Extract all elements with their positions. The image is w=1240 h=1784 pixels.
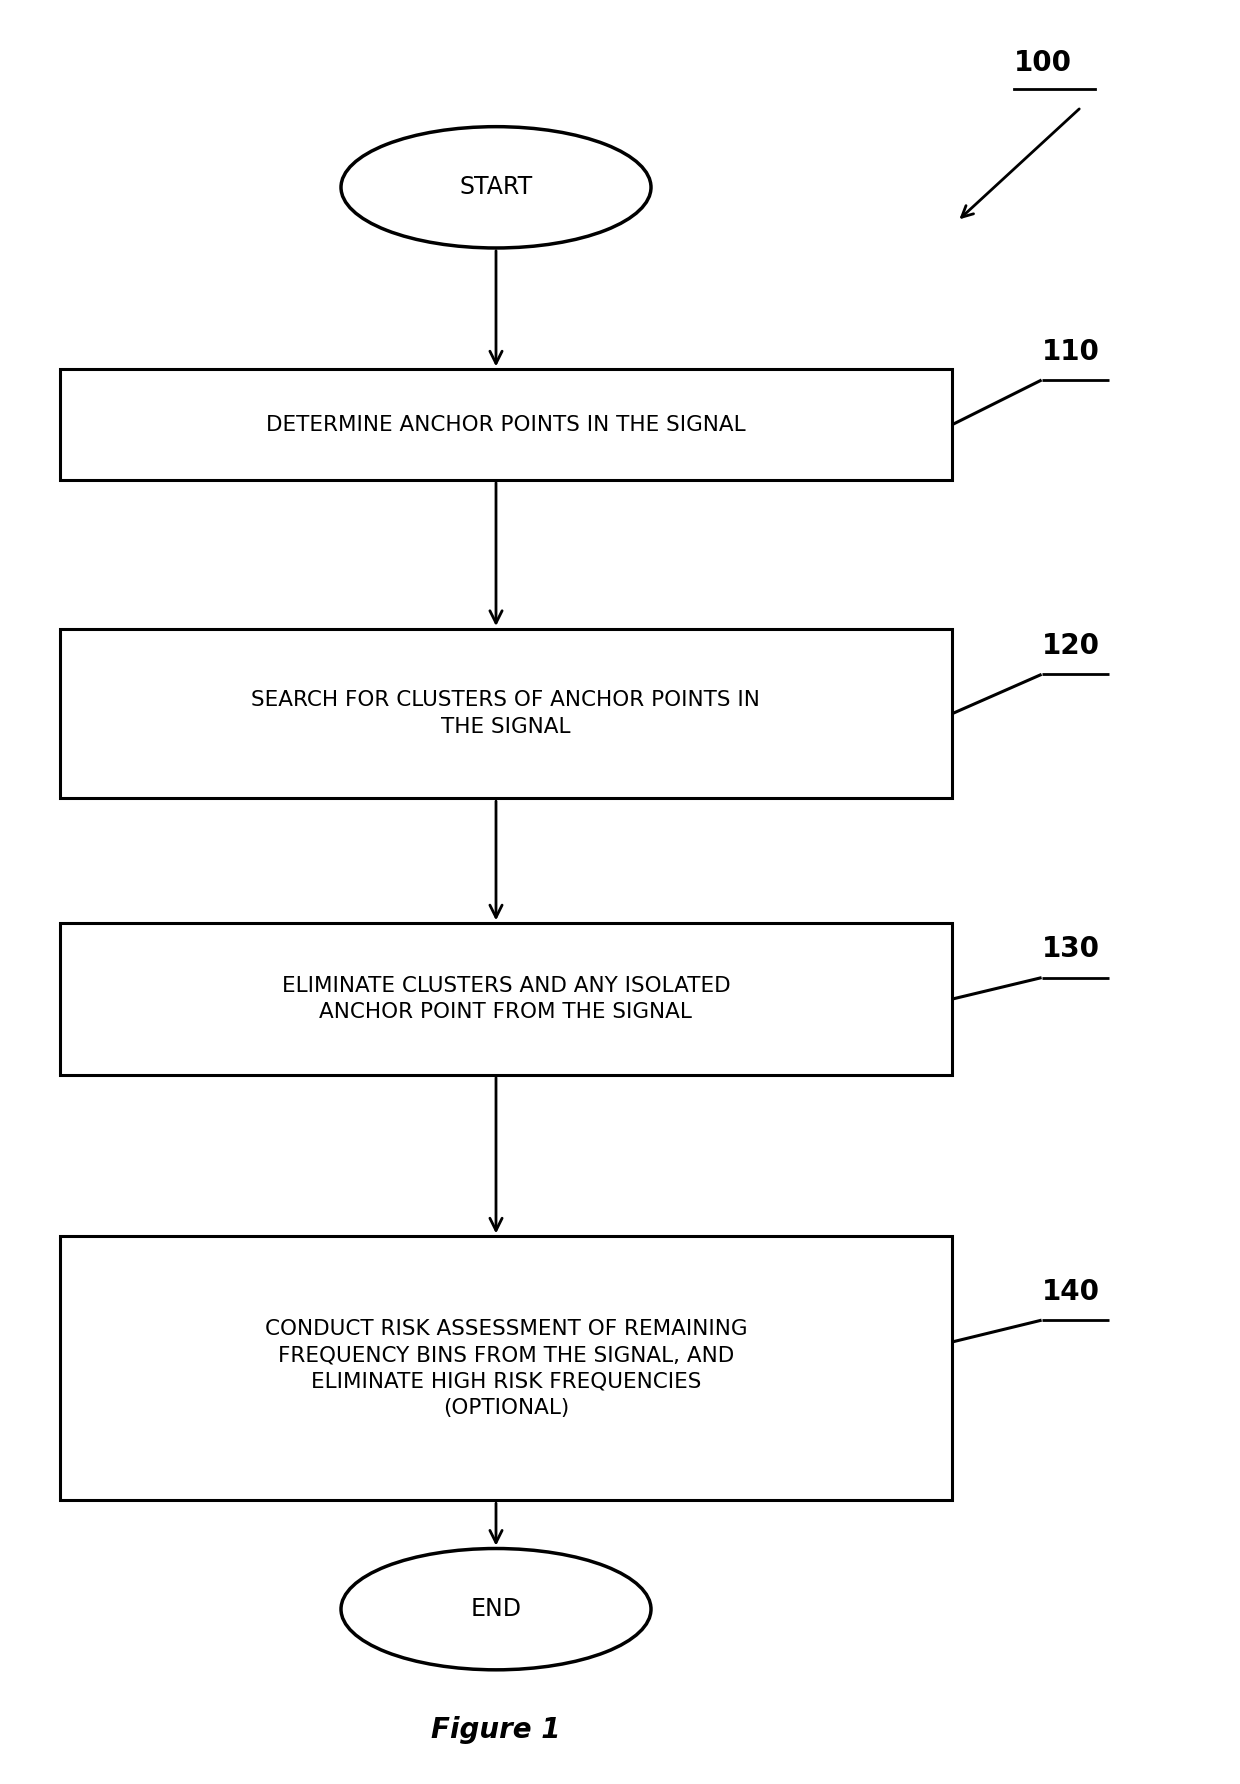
Bar [60,630,952,799]
Bar [60,1236,952,1500]
Text: 130: 130 [1042,935,1100,963]
Text: SEARCH FOR CLUSTERS OF ANCHOR POINTS IN
THE SIGNAL: SEARCH FOR CLUSTERS OF ANCHOR POINTS IN … [252,690,760,737]
Text: 110: 110 [1042,337,1100,366]
Text: CONDUCT RISK ASSESSMENT OF REMAINING
FREQUENCY BINS FROM THE SIGNAL, AND
ELIMINA: CONDUCT RISK ASSESSMENT OF REMAINING FRE… [264,1318,748,1418]
Text: 120: 120 [1042,632,1100,660]
Text: 140: 140 [1042,1277,1100,1306]
Bar [60,369,952,480]
Text: Figure 1: Figure 1 [432,1716,560,1745]
Text: DETERMINE ANCHOR POINTS IN THE SIGNAL: DETERMINE ANCHOR POINTS IN THE SIGNAL [267,414,745,435]
Bar [60,924,952,1074]
Text: ELIMINATE CLUSTERS AND ANY ISOLATED
ANCHOR POINT FROM THE SIGNAL: ELIMINATE CLUSTERS AND ANY ISOLATED ANCH… [281,976,730,1022]
Text: 100: 100 [1014,48,1073,77]
Text: END: END [470,1597,522,1622]
Text: START: START [459,175,533,200]
